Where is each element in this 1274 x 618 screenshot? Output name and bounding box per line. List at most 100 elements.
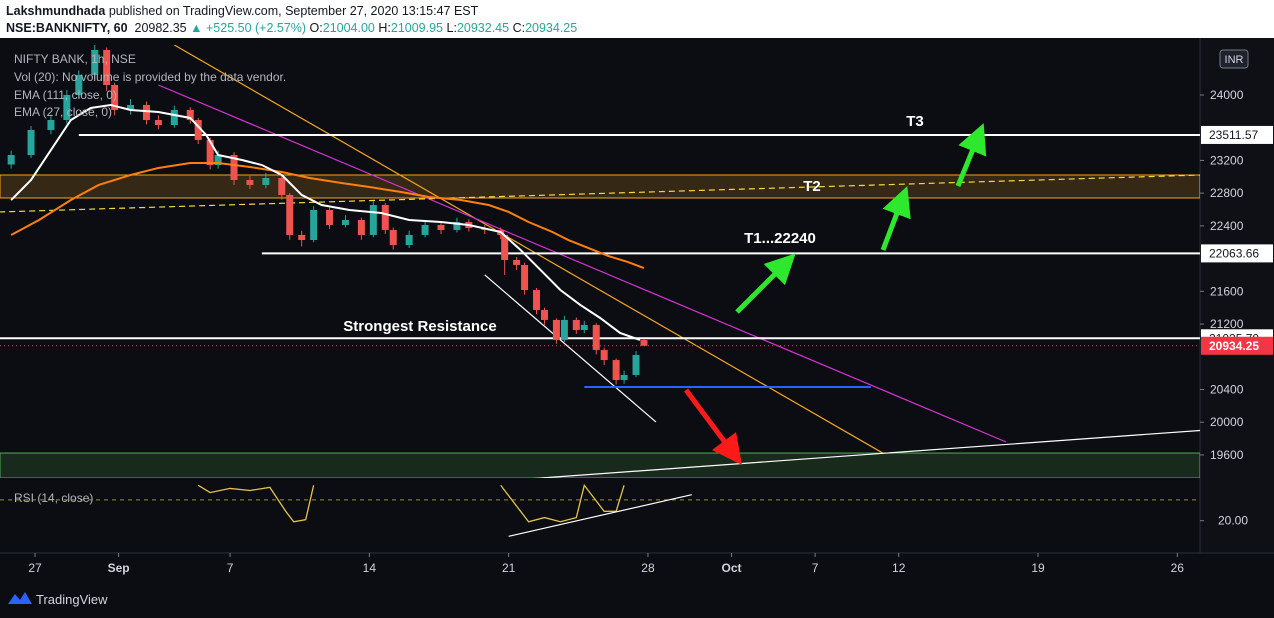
candle-body xyxy=(341,219,349,225)
currency: INR xyxy=(1225,54,1244,66)
x-tick-label: 26 xyxy=(1171,561,1185,575)
arrows xyxy=(683,123,987,466)
current-price-label: 20934.25 xyxy=(1209,339,1259,353)
arrow xyxy=(880,185,911,251)
ohlc-value: 21009.95 xyxy=(390,21,444,35)
candle-body xyxy=(262,178,270,185)
annotations: T3 T2 T1...22240 Strongest Resistance xyxy=(343,113,923,335)
candle-body xyxy=(600,349,608,361)
ohlc-label: H: xyxy=(378,21,391,35)
candle-body xyxy=(170,109,178,126)
candle-body xyxy=(142,104,150,121)
price-level-tag xyxy=(1201,244,1273,263)
candle-body xyxy=(7,155,15,165)
zone xyxy=(0,174,1200,199)
y-tick-label: 21200 xyxy=(1210,317,1244,331)
candle-body xyxy=(521,264,529,291)
candle-body xyxy=(405,234,413,246)
candle-body xyxy=(612,360,620,380)
candle-body xyxy=(230,155,238,180)
price-pane xyxy=(0,45,1200,478)
x-tick-label: 19 xyxy=(1031,561,1045,575)
candle-body xyxy=(206,139,214,166)
price-axis-bg xyxy=(1200,38,1274,553)
change: ▲ +525.50 (+2.57%) xyxy=(190,21,307,35)
x-tick-label: 28 xyxy=(641,561,655,575)
candle-body xyxy=(437,224,445,230)
ohlc-value: 21004.00 xyxy=(322,21,375,35)
y-tick-label: 24000 xyxy=(1210,88,1244,102)
y-tick-label: 22800 xyxy=(1210,186,1244,200)
currency-badge xyxy=(1219,49,1249,69)
chart: 24000 23200 22800 22400 21600 21200 20400 20000… xyxy=(0,38,1274,618)
candle-body xyxy=(278,178,286,195)
ohlc-label: O: xyxy=(309,21,323,35)
legend-entry: EMA (27, close, 0) xyxy=(14,105,112,119)
candle-body xyxy=(592,324,600,350)
candle-body xyxy=(369,205,377,235)
legend-entry: NIFTY BANK, 1h, NSE xyxy=(14,52,136,66)
y-tick-label: 20400 xyxy=(1210,382,1244,396)
candle-body xyxy=(127,104,135,110)
y-tick-label: 21600 xyxy=(1210,284,1244,298)
last: 20982.35 xyxy=(134,21,187,35)
header: Lakshmundhada published on TradingView.c… xyxy=(0,0,1274,38)
ohlc-label: C: xyxy=(512,21,526,35)
y-tick-label: 22400 xyxy=(1210,219,1244,233)
ohlc-label: L: xyxy=(446,21,457,35)
price-level-label: 22063.66 xyxy=(1209,246,1259,260)
candle-body xyxy=(389,229,397,246)
candle-body xyxy=(310,210,318,241)
arrow xyxy=(735,253,796,314)
candle-body xyxy=(246,179,254,185)
candle-body xyxy=(111,85,119,110)
price-level-label: 23511.57 xyxy=(1209,128,1258,142)
trendline xyxy=(158,84,1007,443)
x-tick-label: Sep xyxy=(108,561,130,575)
candle-body xyxy=(63,94,71,121)
trendline xyxy=(532,429,1200,478)
x-tick-label: 7 xyxy=(227,561,234,575)
x-tick-label: Oct xyxy=(722,561,742,575)
candle-body xyxy=(214,155,222,166)
ohlc-value: 20934.25 xyxy=(525,21,578,35)
annotation: Strongest Resistance xyxy=(343,318,496,335)
candle-body xyxy=(326,210,334,225)
trendline xyxy=(484,274,657,423)
candle-body xyxy=(572,319,580,331)
rsi-line xyxy=(500,483,625,523)
candle-body xyxy=(632,354,640,376)
brand: TradingView xyxy=(8,592,108,607)
candle-body xyxy=(357,219,365,235)
candle-body xyxy=(103,49,111,86)
candle-body xyxy=(540,309,548,320)
y-tick-label: 23200 xyxy=(1210,153,1244,167)
legend-entry: Vol (20): No volume is provided by the d… xyxy=(14,70,286,84)
x-tick-label: 27 xyxy=(28,561,42,575)
change-value: +525.50 (+2.57%) xyxy=(205,21,307,35)
x-tick-label: 14 xyxy=(363,561,377,575)
ema-line xyxy=(10,103,641,341)
y-tick-label: 19600 xyxy=(1210,448,1244,462)
trendline xyxy=(174,45,884,454)
author: Lakshmundhada xyxy=(6,4,106,18)
published: published on TradingView.com, September … xyxy=(108,4,479,18)
rsi-label: RSI (14, close) xyxy=(14,491,93,505)
candle-body xyxy=(381,205,389,230)
ema-line xyxy=(10,161,645,269)
ohlc-value: 20932.45 xyxy=(456,21,510,35)
logo xyxy=(8,592,32,604)
annotation: T3 xyxy=(906,113,924,130)
symbol-line: NSE:BANKNIFTY, 60 20982.35 ▲ +525.50 (+2… xyxy=(6,21,577,35)
symbol: NSE:BANKNIFTY, 60 xyxy=(6,21,128,35)
candle-body xyxy=(298,234,306,241)
candle-body xyxy=(533,290,541,310)
candle-body xyxy=(560,319,568,340)
arrow xyxy=(683,388,742,466)
candle-body xyxy=(620,375,628,380)
x-tick-label: 21 xyxy=(502,561,516,575)
candle-body xyxy=(501,234,509,260)
annotation: T1...22240 xyxy=(744,230,816,247)
candle-body xyxy=(453,222,461,230)
